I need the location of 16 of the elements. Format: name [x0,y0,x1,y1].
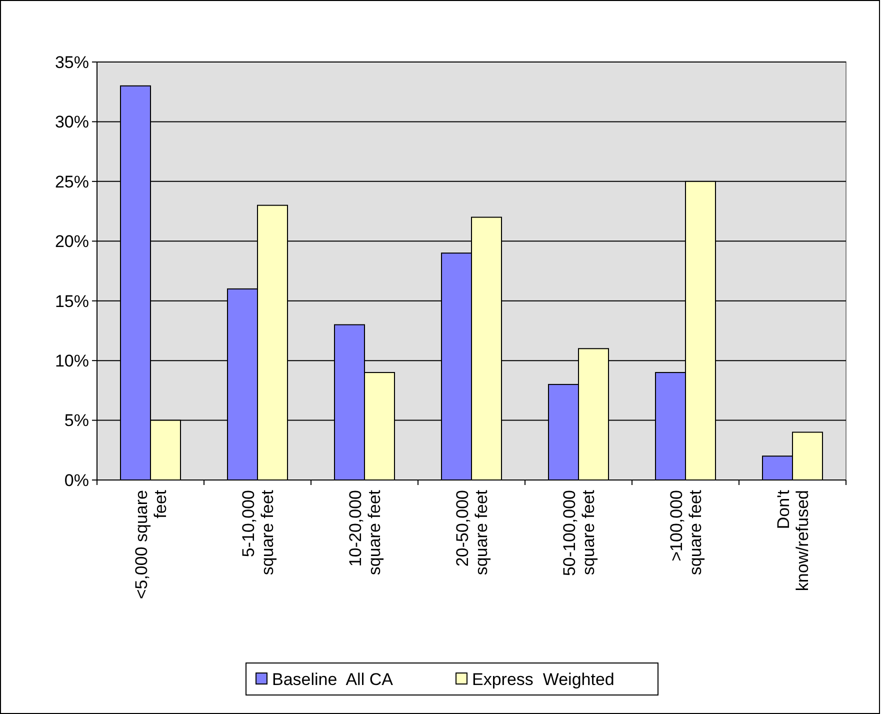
legend-label: Express Weighted [472,670,614,689]
x-tick-label: 5-10,000 square feet [238,490,277,576]
x-tick-label: <5,000 square feet [132,490,170,600]
x-tick-label: >100,000 square feet [666,490,705,576]
y-tick-label: 25% [54,172,89,192]
y-tick-label: 20% [54,232,89,252]
legend-label: Baseline All CA [272,670,394,689]
y-tick-label: 35% [54,52,89,72]
x-tick-label: 10-20,000 square feet [346,490,384,576]
y-tick-label: 15% [54,292,89,311]
y-tick-label: 30% [54,112,89,132]
y-tick-label: 5% [64,411,89,430]
y-tick-label: 10% [54,352,89,371]
y-tick-label: 0% [64,470,89,490]
x-tick-label: 50-100,000 square feet [560,490,598,576]
x-tick-label: 20-50,000 square feet [452,490,491,576]
